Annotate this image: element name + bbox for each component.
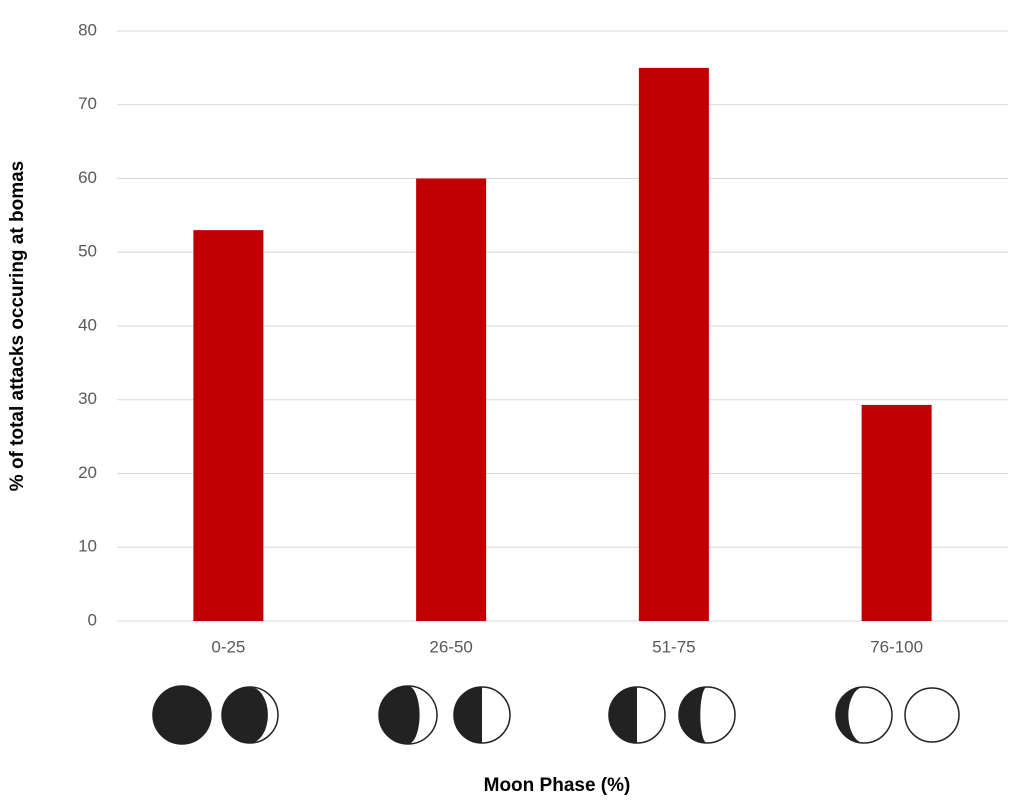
x-tick-label: 76-100 — [870, 637, 923, 656]
moon-shadow — [609, 687, 637, 743]
moon-shadow — [379, 686, 420, 744]
moon-shadow — [153, 686, 211, 744]
y-tick-label: 10 — [78, 537, 97, 556]
moon-shadow — [679, 687, 707, 743]
moon-outline — [904, 687, 960, 743]
y-tick-label: 50 — [78, 242, 97, 261]
y-axis-title: % of total attacks occuring at bomas — [7, 161, 28, 491]
bar — [638, 67, 709, 621]
bar — [416, 178, 487, 621]
y-tick-label: 80 — [78, 20, 97, 39]
y-tick-label: 30 — [78, 389, 97, 408]
bar — [193, 230, 264, 621]
x-tick-label: 26-50 — [429, 637, 472, 656]
y-tick-label: 70 — [78, 94, 97, 113]
moon-shadow — [454, 687, 482, 743]
x-axis-title: Moon Phase (%) — [484, 775, 631, 796]
bar — [861, 404, 932, 621]
y-tick-label: 60 — [78, 168, 97, 187]
y-tick-label: 20 — [78, 463, 97, 482]
moon-icons — [152, 685, 960, 745]
x-tick-label: 0-25 — [211, 637, 245, 656]
moon-shadow — [836, 687, 864, 743]
y-tick-label: 0 — [88, 610, 97, 629]
x-tick-label: 51-75 — [652, 637, 695, 656]
y-tick-label: 40 — [78, 315, 97, 334]
moon-shadow — [222, 687, 268, 743]
